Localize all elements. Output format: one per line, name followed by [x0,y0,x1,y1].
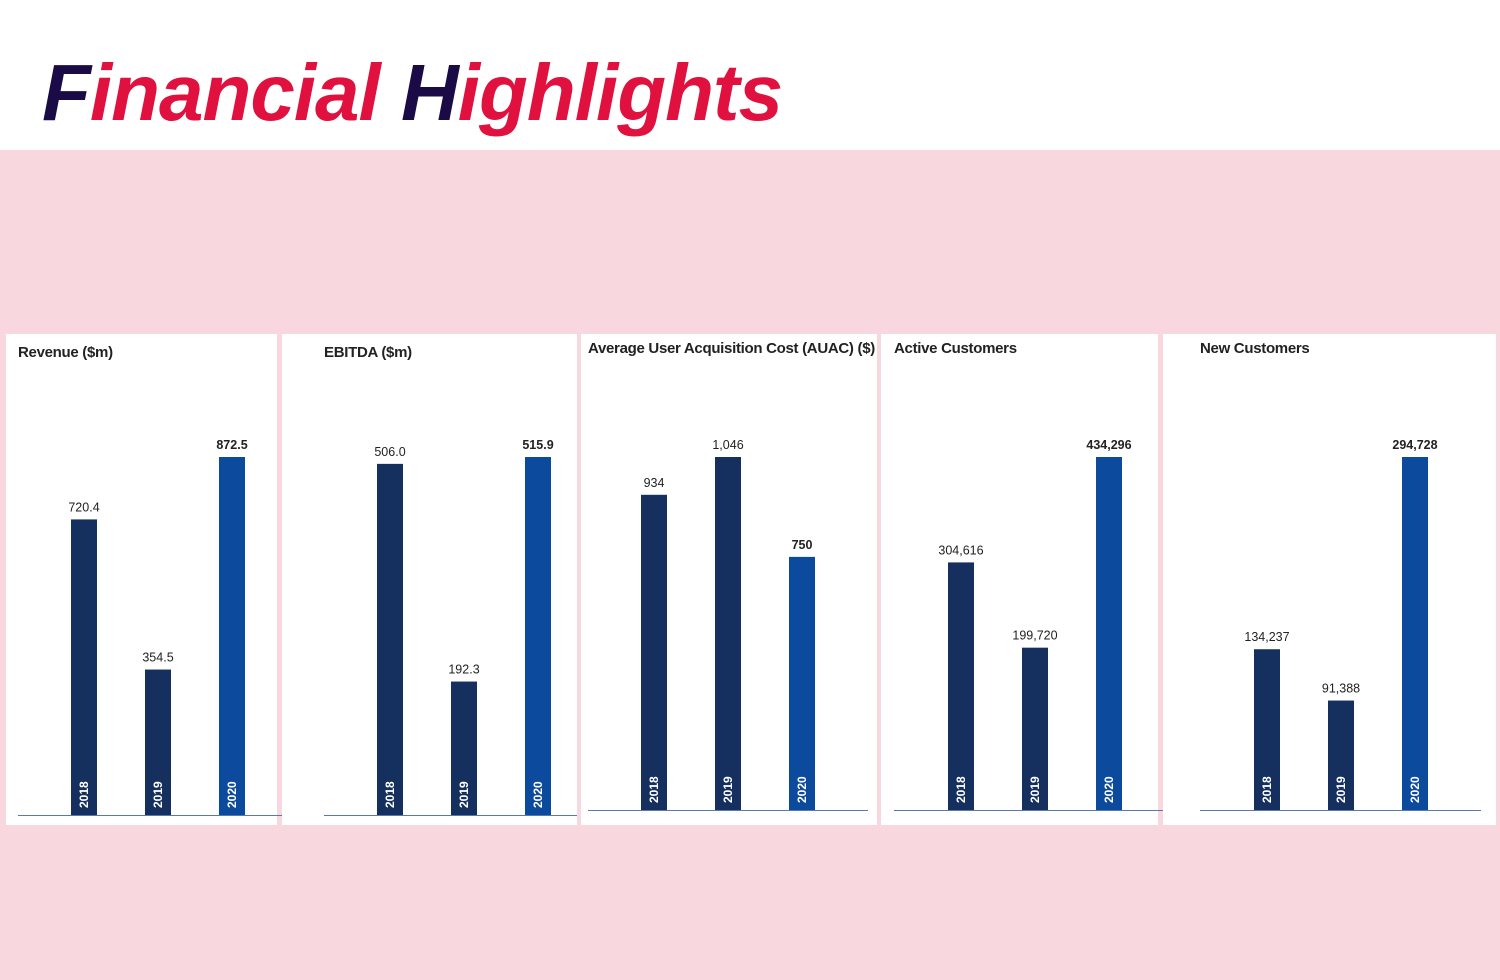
value-label: 354.5 [142,651,173,665]
category-label: 2019 [151,781,165,808]
bar [789,556,815,810]
value-label: 434,296 [1086,438,1131,452]
category-label: 2018 [77,781,91,808]
category-label: 2018 [1260,776,1274,803]
value-label: 294,728 [1392,438,1437,452]
bar [451,681,477,815]
value-label: 199,720 [1012,629,1057,643]
category-label: 2018 [647,776,661,803]
category-label: 2020 [1408,776,1422,803]
value-label: 91,388 [1322,682,1360,696]
chart-title: New Customers [1200,340,1309,357]
value-label: 506.0 [374,445,405,459]
bar [948,562,974,810]
category-label: 2019 [1028,776,1042,803]
chart-title: Active Customers [894,340,1017,357]
category-label: 2019 [721,776,735,803]
bar [1402,457,1428,810]
category-label: 2020 [795,776,809,803]
category-label: 2020 [1102,776,1116,803]
bar [377,463,403,815]
chart-title: Revenue ($m) [18,344,113,361]
value-label: 134,237 [1244,630,1289,644]
category-label: 2019 [1334,776,1348,803]
bar [1328,700,1354,810]
bar [525,457,551,815]
value-label: 750 [792,538,813,552]
category-label: 2018 [954,776,968,803]
bar [219,457,245,815]
value-label: 720.4 [68,500,99,514]
value-label: 1,046 [712,438,743,452]
value-label: 304,616 [938,543,983,557]
bar [1254,649,1280,810]
bar [715,457,741,810]
value-label: 934 [644,476,665,490]
chart-title: EBITDA ($m) [324,344,412,361]
value-label: 192.3 [448,663,479,677]
category-label: 2018 [383,781,397,808]
value-label: 872.5 [216,438,247,452]
bar [71,519,97,815]
value-label: 515.9 [522,438,553,452]
bar [641,494,667,810]
bar [1096,457,1122,810]
category-label: 2020 [531,781,545,808]
category-label: 2020 [225,781,239,808]
chart-title: Average User Acquisition Cost (AUAC) ($) [588,340,875,357]
bar [1022,647,1048,810]
page-title: Financial Highlights [42,48,782,137]
bar [145,669,171,815]
category-label: 2019 [457,781,471,808]
